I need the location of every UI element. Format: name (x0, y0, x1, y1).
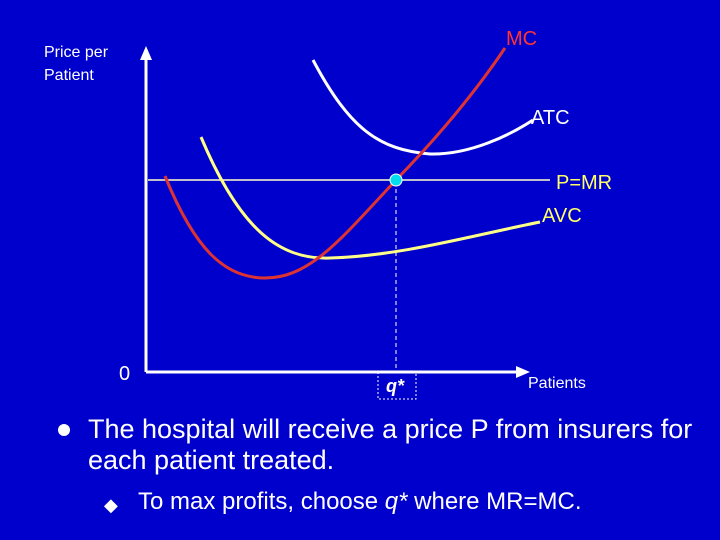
avc-curve (199, 136, 541, 260)
mc-curve (163, 47, 507, 280)
diamond-bullet-icon: ◆ (104, 495, 118, 515)
bullet-main: The hospital will receive a price P from… (58, 414, 708, 476)
q-star-box (377, 371, 417, 400)
y-axis-arrowhead (140, 46, 152, 60)
bullet-sub: ◆ To max profits, choose q* where MR=MC. (58, 488, 708, 516)
equilibrium-point (389, 173, 403, 187)
bullet-list: The hospital will receive a price P from… (58, 414, 708, 516)
price-mr-label: P=MR (556, 172, 612, 194)
atc-label: ATC (531, 107, 570, 129)
y-axis-label-line1: Price per (44, 44, 109, 61)
bullet-sub-suffix: where MR=MC. (407, 488, 582, 515)
x-axis-arrowhead (516, 366, 530, 378)
bullet-main-text: The hospital will receive a price P from… (88, 414, 693, 475)
y-axis-label-line2: Patient (44, 67, 94, 84)
bullet-dot-icon (58, 424, 70, 436)
atc-curve (311, 59, 534, 156)
avc-label: AVC (542, 205, 582, 227)
bullet-sub-prefix: To max profits, choose (138, 488, 385, 515)
x-axis-label: Patients (528, 375, 586, 392)
q-star-label: q* (386, 376, 405, 396)
mc-label: MC (506, 28, 537, 50)
bullet-sub-q: q* (384, 488, 408, 515)
origin-label: 0 (119, 363, 130, 385)
